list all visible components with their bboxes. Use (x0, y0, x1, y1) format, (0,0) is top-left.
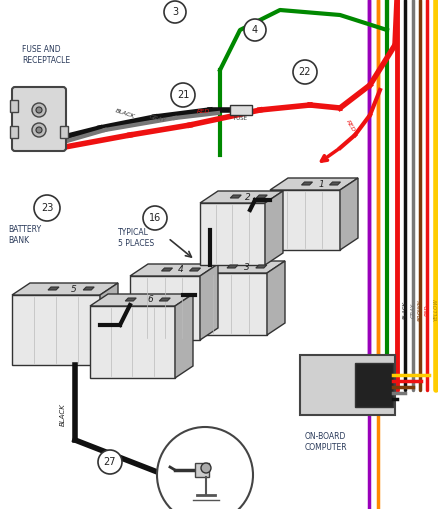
Text: YELLOW: YELLOW (432, 299, 438, 322)
Polygon shape (256, 195, 267, 198)
Polygon shape (266, 261, 284, 335)
Text: ON-BOARD
COMPUTER: ON-BOARD COMPUTER (304, 432, 347, 452)
Circle shape (171, 83, 194, 107)
Text: FUSE AND
RECEPTACLE: FUSE AND RECEPTACLE (22, 45, 70, 65)
Text: FUSE: FUSE (233, 116, 247, 121)
Text: RED: RED (197, 109, 210, 114)
Circle shape (34, 195, 60, 221)
Text: RED: RED (344, 119, 355, 133)
Polygon shape (194, 273, 266, 335)
Polygon shape (339, 178, 357, 250)
Polygon shape (189, 268, 200, 271)
Text: 1: 1 (318, 180, 323, 188)
Circle shape (292, 60, 316, 84)
Circle shape (36, 107, 42, 113)
Circle shape (244, 19, 265, 41)
Polygon shape (230, 195, 241, 198)
Bar (10, 100, 18, 112)
Polygon shape (255, 265, 266, 268)
Text: GRAY: GRAY (148, 114, 166, 123)
Polygon shape (130, 264, 218, 276)
Circle shape (36, 127, 42, 133)
Text: 6: 6 (147, 296, 152, 304)
Bar (354, 363, 392, 407)
Polygon shape (269, 178, 357, 190)
Text: TYPICAL
5 PLACES: TYPICAL 5 PLACES (118, 228, 154, 248)
Text: 27: 27 (103, 457, 116, 467)
Text: BLACK: BLACK (115, 108, 136, 119)
Polygon shape (269, 190, 339, 250)
Text: 4: 4 (251, 25, 258, 35)
Text: 21: 21 (177, 90, 189, 100)
Text: BATTERY
BANK: BATTERY BANK (8, 225, 41, 245)
Polygon shape (161, 268, 172, 271)
Text: 3: 3 (244, 263, 250, 271)
Circle shape (143, 206, 166, 230)
Bar (230, 105, 251, 115)
FancyBboxPatch shape (12, 87, 66, 151)
Text: 2: 2 (244, 192, 250, 202)
Polygon shape (12, 283, 118, 295)
Text: BLACK: BLACK (60, 403, 66, 426)
Polygon shape (265, 191, 283, 265)
Polygon shape (130, 276, 200, 340)
Text: 16: 16 (148, 213, 161, 223)
Text: BLACK: BLACK (402, 301, 406, 319)
Text: GRAY: GRAY (410, 302, 414, 318)
Bar (10, 126, 18, 138)
Polygon shape (48, 287, 59, 290)
Text: 23: 23 (41, 203, 53, 213)
Bar (194, 463, 208, 477)
Circle shape (157, 427, 252, 509)
Polygon shape (200, 203, 265, 265)
Polygon shape (329, 182, 340, 185)
Text: BROWN: BROWN (417, 299, 421, 321)
Polygon shape (226, 265, 237, 268)
Circle shape (201, 463, 211, 473)
Polygon shape (301, 182, 312, 185)
Text: 5: 5 (71, 285, 77, 294)
Circle shape (32, 103, 46, 117)
Polygon shape (175, 294, 193, 378)
Bar (60, 126, 68, 138)
Polygon shape (125, 298, 136, 301)
Text: 4: 4 (178, 266, 184, 274)
Polygon shape (159, 298, 170, 301)
Polygon shape (194, 261, 284, 273)
Polygon shape (12, 295, 100, 365)
Polygon shape (100, 283, 118, 365)
Polygon shape (90, 306, 175, 378)
Polygon shape (83, 287, 94, 290)
Circle shape (32, 123, 46, 137)
Text: 3: 3 (172, 7, 178, 17)
Polygon shape (200, 264, 218, 340)
Circle shape (164, 1, 186, 23)
Text: 22: 22 (298, 67, 311, 77)
Text: RED: RED (424, 304, 428, 316)
Bar (299, 355, 394, 415)
Polygon shape (200, 191, 283, 203)
Polygon shape (90, 294, 193, 306)
Circle shape (98, 450, 122, 474)
